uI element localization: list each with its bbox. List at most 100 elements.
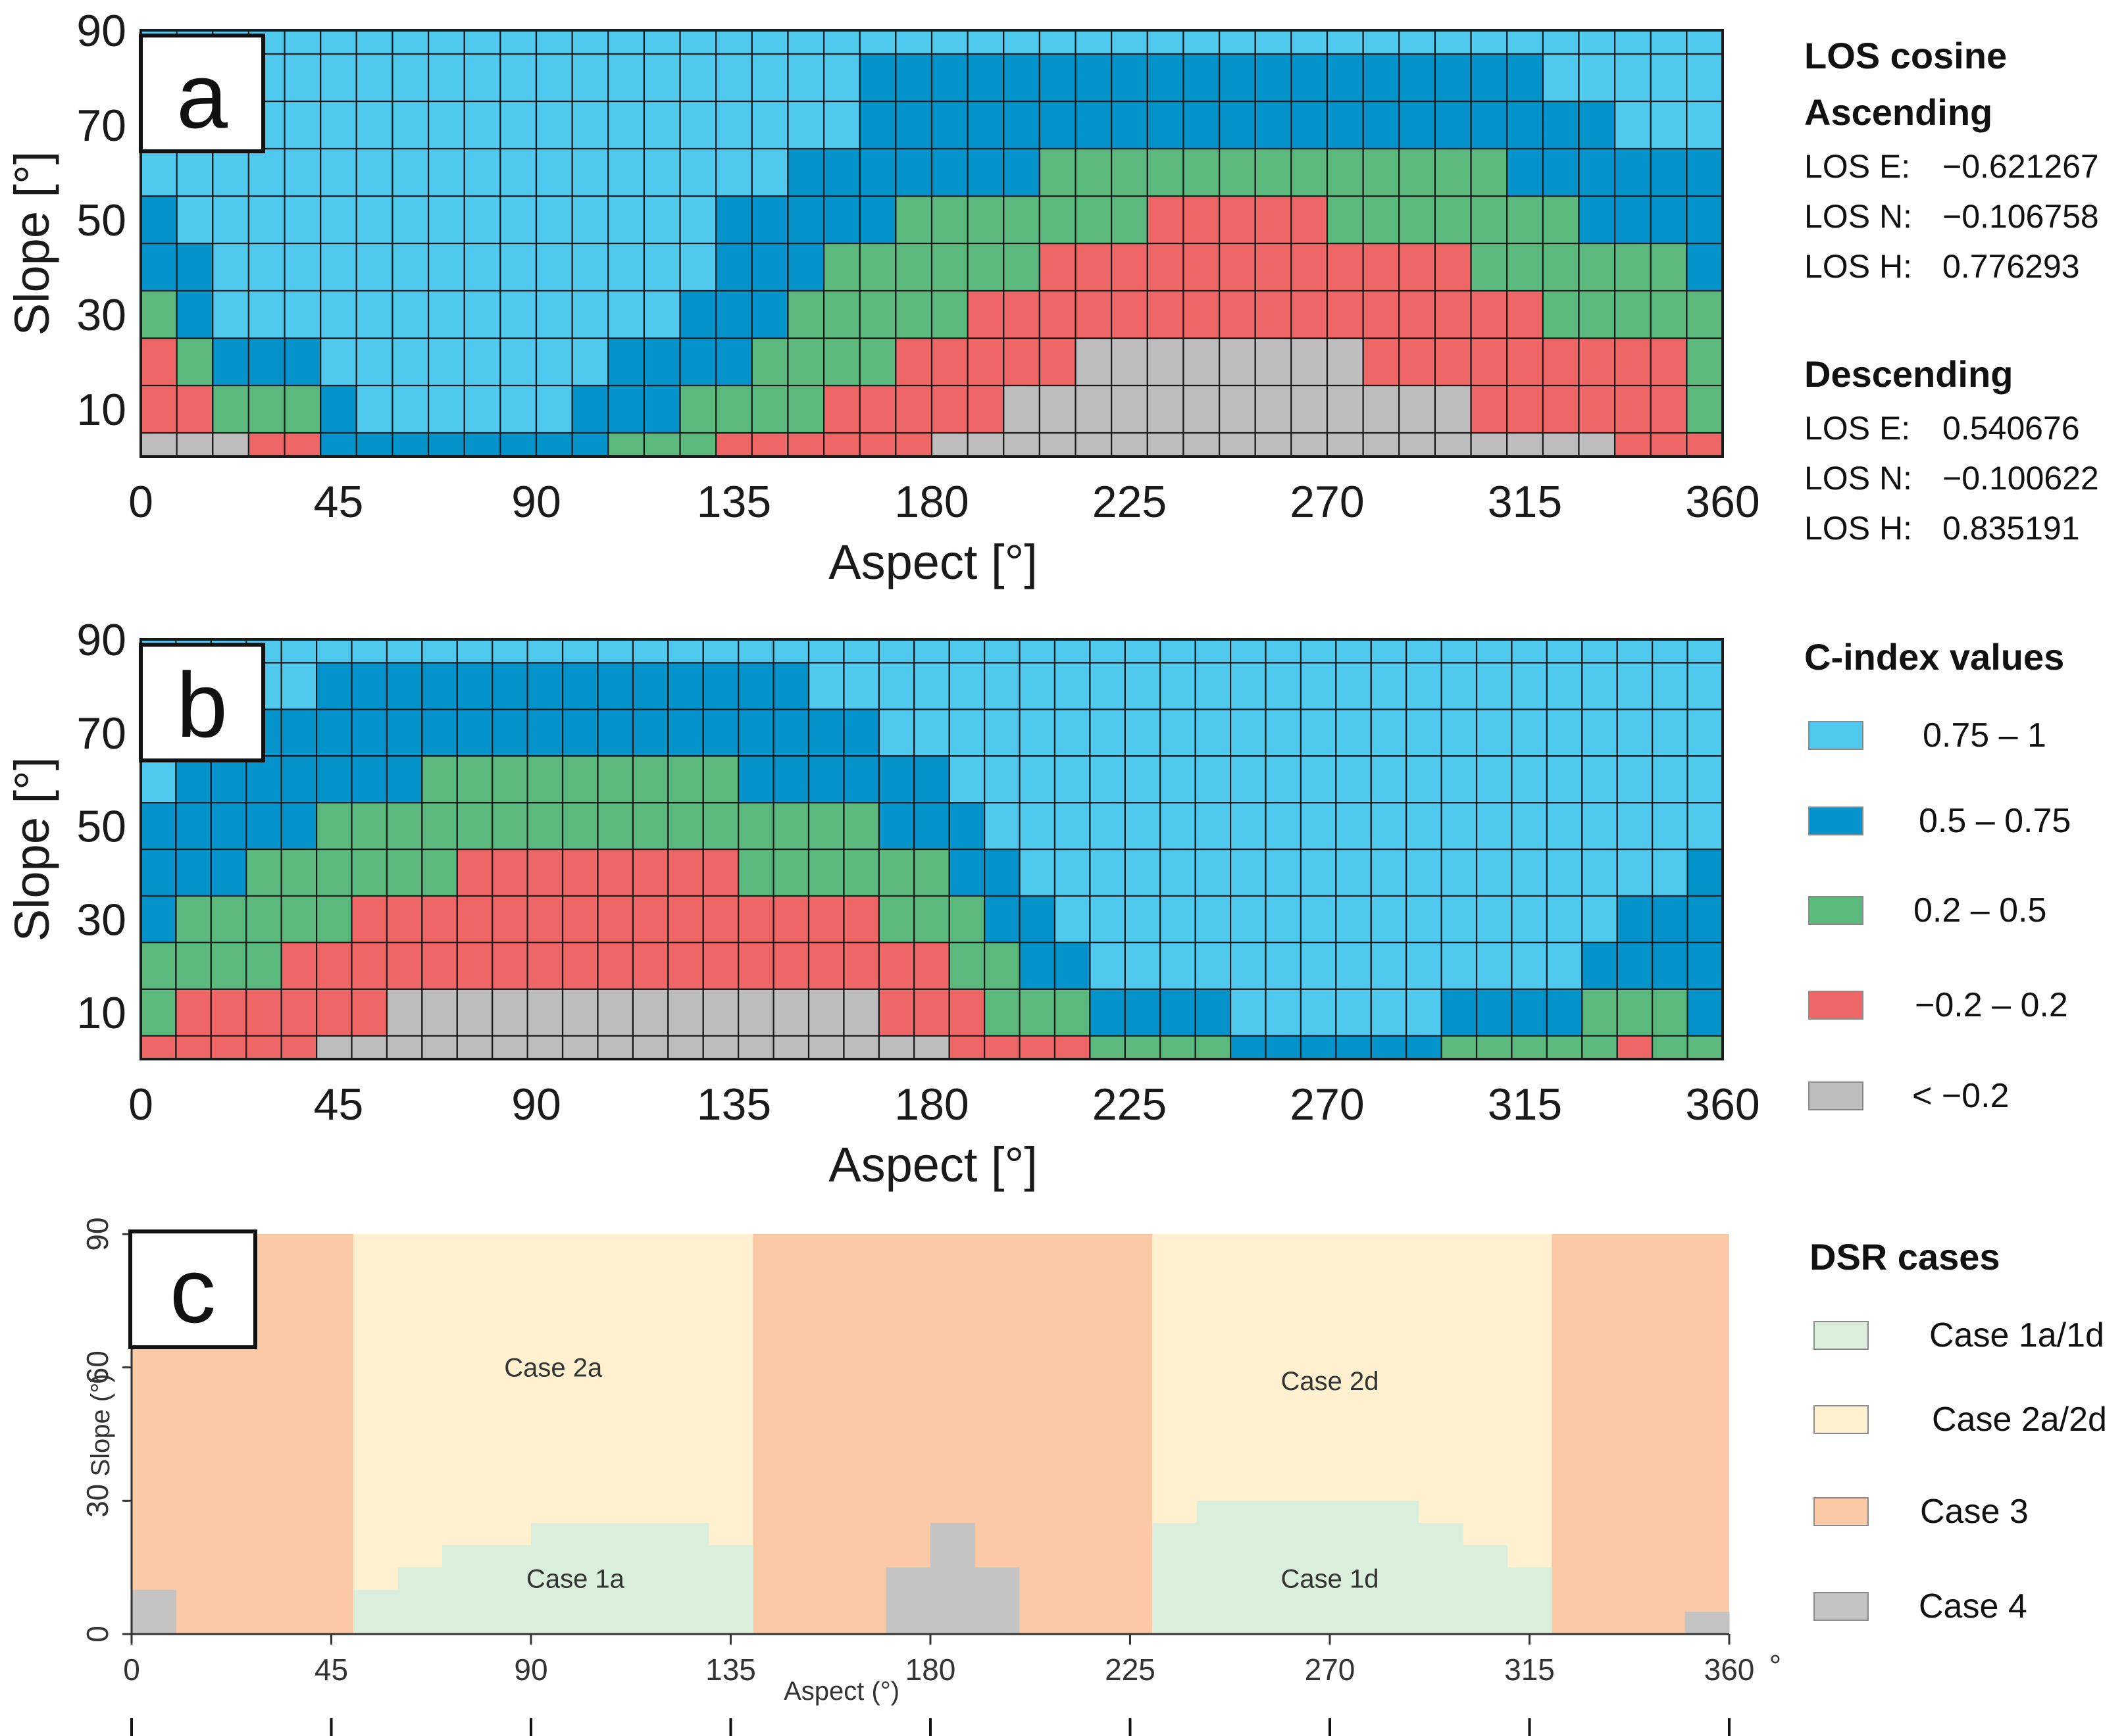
cell-c075-1 xyxy=(463,289,501,339)
cell-c075-1 xyxy=(1440,941,1478,990)
cell-c075-1 xyxy=(1475,895,1513,943)
cell-c05-075 xyxy=(320,432,357,458)
cell-c075-1 xyxy=(607,100,645,150)
cell-c075-1 xyxy=(1326,29,1364,55)
cell-c02-05 xyxy=(597,802,634,851)
cell-cm02-02 xyxy=(316,941,353,990)
cell-cm02-02 xyxy=(807,895,845,943)
cell-c05-075 xyxy=(245,755,282,804)
cell-clt-m02 xyxy=(456,1035,494,1060)
cell-clt-m02 xyxy=(456,988,494,1037)
cell-c075-1 xyxy=(1229,755,1267,804)
cell-c02-05 xyxy=(245,941,282,990)
cell-c075-1 xyxy=(535,384,573,434)
cell-cm02-02 xyxy=(1111,289,1148,339)
cell-c05-075 xyxy=(571,432,609,458)
cell-cm02-02 xyxy=(1362,242,1400,292)
cell-c05-075 xyxy=(175,755,212,804)
cell-c05-075 xyxy=(632,708,669,757)
cell-clt-m02 xyxy=(702,988,740,1037)
cell-c05-075 xyxy=(679,337,717,387)
cell-c02-05 xyxy=(1326,195,1364,245)
cell-c075-1 xyxy=(1300,638,1337,664)
cell-clt-m02 xyxy=(351,1035,388,1060)
cell-c075-1 xyxy=(1511,802,1548,851)
cell-c02-05 xyxy=(1146,147,1184,197)
cell-c075-1 xyxy=(1370,638,1407,664)
cell-c05-075 xyxy=(1686,941,1724,990)
cell-c05-075 xyxy=(878,802,915,851)
cell-c075-1 xyxy=(878,638,915,664)
cell-c02-05 xyxy=(913,848,950,897)
cell-c075-1 xyxy=(427,147,465,197)
cell-c05-075 xyxy=(427,432,465,458)
cell-c075-1 xyxy=(1370,941,1407,990)
case1-cell xyxy=(531,1523,709,1634)
cell-c075-1 xyxy=(679,195,717,245)
cell-c02-05 xyxy=(1686,337,1724,387)
cell-c05-075 xyxy=(597,708,634,757)
cell-c02-05 xyxy=(247,384,286,434)
cell-cm02-02 xyxy=(1003,289,1041,339)
asc-los-h: LOS H: 0.776293 xyxy=(1804,248,2080,285)
cell-c02-05 xyxy=(1686,384,1724,434)
cell-c05-075 xyxy=(738,755,774,804)
cell-c05-075 xyxy=(1506,100,1544,150)
cell-clt-m02 xyxy=(561,988,599,1037)
cell-c075-1 xyxy=(607,289,645,339)
cell-clt-m02 xyxy=(1470,432,1508,458)
cell-c02-05 xyxy=(245,848,282,897)
cell-c075-1 xyxy=(139,755,177,804)
cell-c02-05 xyxy=(421,848,458,897)
case-annotation: Case 2a xyxy=(504,1354,603,1383)
x-tick-label: 225 xyxy=(1092,477,1167,527)
cell-c02-05 xyxy=(667,802,704,851)
cell-c075-1 xyxy=(463,384,501,434)
cell-c02-05 xyxy=(859,337,897,387)
cell-c075-1 xyxy=(1335,755,1372,804)
cell-c075-1 xyxy=(1686,100,1724,150)
cell-clt-m02 xyxy=(738,1035,774,1060)
x-tick-label: 45 xyxy=(315,1652,348,1687)
cell-c05-075 xyxy=(1218,53,1256,103)
cell-c02-05 xyxy=(1089,1035,1126,1060)
cell-c02-05 xyxy=(895,195,933,245)
cell-c075-1 xyxy=(823,29,861,55)
cell-c075-1 xyxy=(355,147,393,197)
cell-c075-1 xyxy=(1019,662,1056,710)
cell-c075-1 xyxy=(320,29,357,55)
cell-c05-075 xyxy=(1542,147,1580,197)
cell-c075-1 xyxy=(1290,29,1329,55)
cell-cm02-02 xyxy=(1038,337,1076,387)
cell-c075-1 xyxy=(1194,638,1232,664)
cell-clt-m02 xyxy=(212,432,250,458)
cell-c075-1 xyxy=(1124,755,1161,804)
cell-cm02-02 xyxy=(1111,242,1148,292)
cell-c05-075 xyxy=(492,662,528,710)
cell-c075-1 xyxy=(499,337,538,387)
cell-c05-075 xyxy=(284,337,322,387)
cell-c075-1 xyxy=(1546,802,1583,851)
cell-c05-075 xyxy=(351,755,388,804)
cell-c05-075 xyxy=(1003,53,1041,103)
cell-c05-075 xyxy=(421,708,458,757)
cell-cm02-02 xyxy=(1182,289,1221,339)
cell-c05-075 xyxy=(351,662,388,710)
cell-cm02-02 xyxy=(351,941,388,990)
cell-cm02-02 xyxy=(1182,242,1221,292)
cell-c05-075 xyxy=(176,242,214,292)
cell-c075-1 xyxy=(1686,708,1724,757)
cell-c075-1 xyxy=(1194,708,1232,757)
cell-c02-05 xyxy=(1326,147,1364,197)
cell-c02-05 xyxy=(667,755,704,804)
cell-clt-m02 xyxy=(1326,384,1364,434)
cell-c075-1 xyxy=(913,662,950,710)
cell-cm02-02 xyxy=(772,941,810,990)
cell-c02-05 xyxy=(787,337,825,387)
cell-c05-075 xyxy=(139,242,178,292)
cell-c075-1 xyxy=(421,638,458,664)
cell-cm02-02 xyxy=(280,988,318,1037)
cell-c075-1 xyxy=(535,53,573,103)
case1-cell xyxy=(1463,1545,1508,1634)
